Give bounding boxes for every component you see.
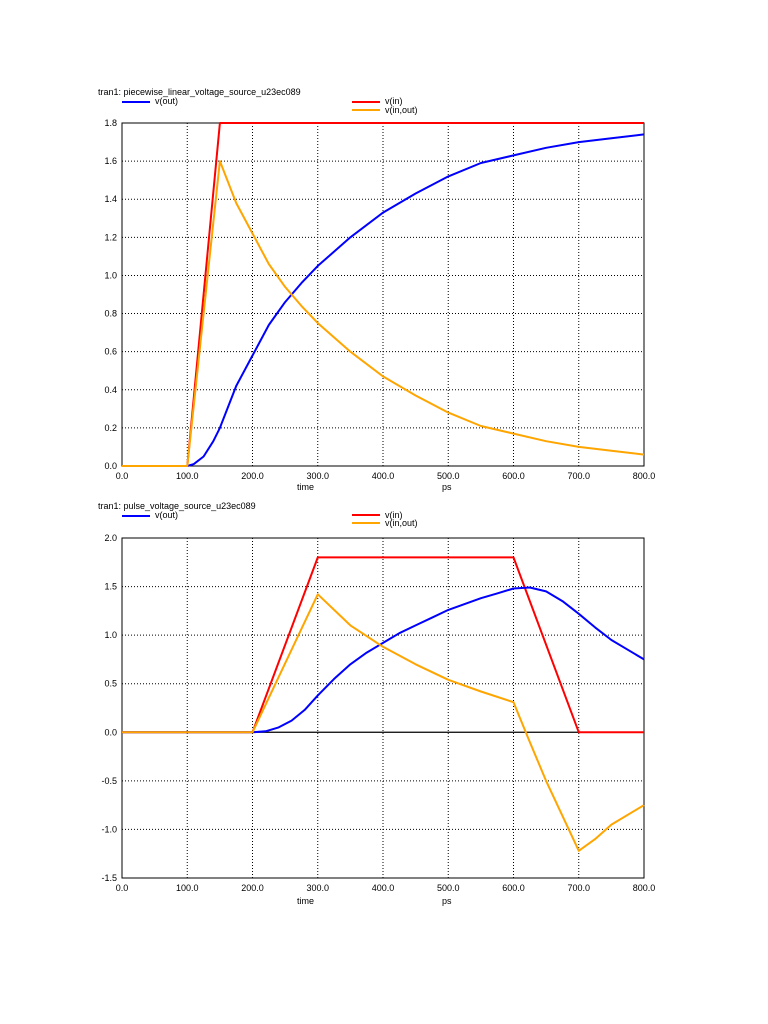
chart-2-series-v-in-out [122, 593, 645, 852]
chart-2-x-label: time [297, 896, 314, 906]
chart-1-x-tick-label: 300.0 [306, 471, 329, 481]
chart-2-title: tran1: pulse_voltage_source_u23ec089 [98, 501, 256, 511]
chart-2-x-tick-label: 700.0 [567, 883, 590, 893]
chart-1-series-v-out [122, 133, 645, 467]
chart-1-y-tick-label: 0.4 [104, 385, 117, 395]
chart-2-y-tick-label: -0.5 [101, 776, 117, 786]
chart-1-x-unit: ps [442, 482, 452, 492]
chart-2-y-tick-label: 1.0 [104, 630, 117, 640]
chart-1-y-tick-label: 1.4 [104, 194, 117, 204]
chart-1-x-tick-label: 700.0 [567, 471, 590, 481]
chart-2-y-tick-label: -1.5 [101, 873, 117, 883]
chart-1-y-tick-label: 1.0 [104, 270, 117, 280]
chart-1-x-tick-label: 400.0 [372, 471, 395, 481]
chart-1-x-tick-label: 600.0 [502, 471, 525, 481]
chart-2-x-tick-label: 0.0 [116, 883, 129, 893]
chart-2-y-tick-label: -1.0 [101, 824, 117, 834]
chart-1-x-tick-label: 500.0 [437, 471, 460, 481]
chart-2-y-tick-label: 2.0 [104, 533, 117, 543]
chart-2-x-tick-label: 800.0 [633, 883, 656, 893]
chart-1-y-tick-label: 0.2 [104, 423, 117, 433]
chart-1: tran1: piecewise_linear_voltage_source_u… [98, 87, 452, 492]
chart-2-y-tick-label: 1.5 [104, 582, 117, 592]
chart-1-y-tick-label: 1.8 [104, 118, 117, 128]
chart-2-x-tick-label: 100.0 [176, 883, 199, 893]
chart-2-x-unit: ps [442, 896, 452, 906]
chart-2-frame [121, 537, 645, 879]
chart-2-legend-label-vout: v(out) [155, 510, 178, 520]
chart-2-series-v-out [122, 586, 645, 734]
chart-1-series-v-in-out [122, 160, 645, 467]
chart-2-x-tick-label: 400.0 [372, 883, 395, 893]
chart-2-legend-label-vinout: v(in,out) [385, 518, 418, 528]
chart-1-x-tick-label: 0.0 [116, 471, 129, 481]
chart-1-plot-area: 0.0 100.0 200.0 300.0 400.0 500.0 600.0 700.0 80… [104, 118, 655, 481]
chart-1-title: tran1: piecewise_linear_voltage_source_u… [98, 87, 301, 97]
chart-1-legend-label-vinout: v(in,out) [385, 105, 418, 115]
chart-1-x-tick-label: 100.0 [176, 471, 199, 481]
chart-2-y-tick-label: 0.0 [104, 727, 117, 737]
chart-1-y-tick-label: 0.6 [104, 347, 117, 357]
chart-2-y-tick-label: 0.5 [104, 679, 117, 689]
chart-1-x-tick-label: 800.0 [633, 471, 656, 481]
chart-2-x-tick-label: 200.0 [241, 883, 264, 893]
chart-2-x-tick-label: 600.0 [502, 883, 525, 893]
chart-1-x-label: time [297, 482, 314, 492]
chart-2-plot-area: 0.0 100.0 200.0 300.0 400.0 500.0 600.0 700.0 80… [101, 533, 655, 893]
chart-2-x-tick-label: 500.0 [437, 883, 460, 893]
chart-1-y-tick-label: 0.8 [104, 309, 117, 319]
chart-2-legend-label-vin: v(in) [385, 510, 403, 520]
chart-1-legend-label-vin: v(in) [385, 96, 403, 106]
chart-1-y-tick-label: 1.2 [104, 232, 117, 242]
chart-1-y-tick-label: 0.0 [104, 461, 117, 471]
chart-1-y-tick-label: 1.6 [104, 156, 117, 166]
chart-1-x-tick-label: 200.0 [241, 471, 264, 481]
chart-2: tran1: pulse_voltage_source_u23ec089 v(o… [98, 501, 452, 906]
chart-1-legend-label-vout: v(out) [155, 96, 178, 106]
chart-2-x-tick-label: 300.0 [306, 883, 329, 893]
